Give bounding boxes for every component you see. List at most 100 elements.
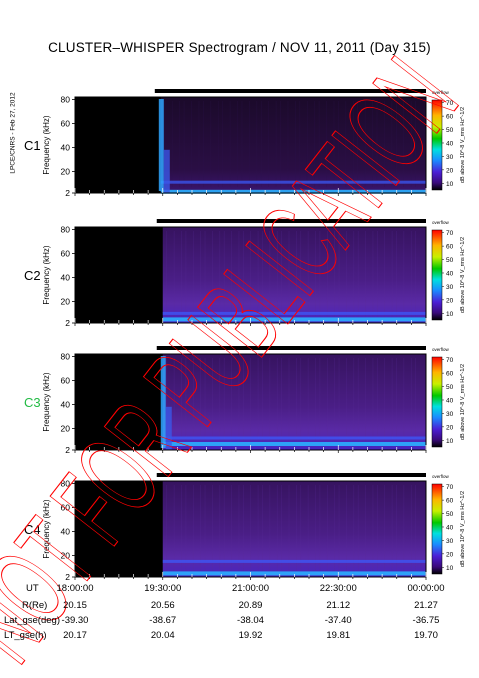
colorbar-tick-label: 10 xyxy=(446,438,454,445)
y-tick-label: 2 xyxy=(65,572,70,582)
ephemeris-value: 21:00:00 xyxy=(232,583,269,594)
onset-burst xyxy=(158,99,164,191)
y-tick-label: 20 xyxy=(61,296,71,306)
ephemeris-value: 19.92 xyxy=(238,630,263,641)
panel-c3: 2 20 40 60 80 Frequency (kHz)C3 10 20 30 40 50 60 70… xyxy=(24,346,466,455)
panel-label: C2 xyxy=(24,268,41,283)
panel-label: C4 xyxy=(24,522,41,537)
spectrum-region xyxy=(162,354,426,450)
ephemeris-value: 00:00:00 xyxy=(407,583,445,594)
colorbar-tick-label: 30 xyxy=(446,154,454,161)
ephemeris-value: 20.04 xyxy=(150,630,175,641)
ephemeris-value: 18:00:00 xyxy=(56,583,94,594)
colorbar-tick-label: 10 xyxy=(446,311,454,318)
colorbar-tick-label: 60 xyxy=(446,244,454,251)
y-tick-label: 40 xyxy=(61,272,71,282)
ephemeris-label: Lat_gse(deg) xyxy=(4,615,60,626)
ephemeris-value: 20.17 xyxy=(63,630,87,641)
y-tick-label: 60 xyxy=(61,502,71,512)
y-tick-label: 40 xyxy=(61,399,71,409)
y-tick-label: 20 xyxy=(61,423,71,433)
y-tick-label: 60 xyxy=(61,248,71,258)
colorbar-label: dB above 10^-8 V_rms Hz^-1/2 xyxy=(460,491,466,567)
y-tick-label: 80 xyxy=(61,224,71,234)
ephemeris-value: 19.81 xyxy=(326,630,351,641)
panel-c1: 2 20 40 60 80 Frequency (kHz)C1 10 20 30 40 50 60 70… xyxy=(24,89,466,198)
ephemeris-value: -38.67 xyxy=(149,615,177,626)
panel-c4: 2 20 40 60 80 Frequency (kHz)C4 10 20 30 40 50 60 70… xyxy=(24,473,466,582)
colorbar-label: dB above 10^-8 V_rms Hz^-1/2 xyxy=(460,107,466,183)
y-axis-label: Frequency (kHz) xyxy=(42,499,51,558)
colorbar-label: dB above 10^-8 V_rms Hz^-1/2 xyxy=(460,364,466,440)
coverage-bar xyxy=(156,219,426,223)
colorbar-unit: overflow xyxy=(432,347,450,352)
colorbar-tick-label: 70 xyxy=(446,484,454,491)
ephemeris-value: -39.30 xyxy=(61,615,89,626)
y-axis-label: Frequency (kHz) xyxy=(42,372,51,431)
colorbar-tick-label: 30 xyxy=(446,538,454,545)
y-tick-label: 2 xyxy=(65,188,70,198)
onset-burst-tail xyxy=(163,149,170,193)
colorbar-tick-label: 20 xyxy=(446,167,454,174)
colorbar-tick-label: 60 xyxy=(446,371,454,378)
onset-burst-tail xyxy=(165,406,172,450)
emission-line-2 xyxy=(162,559,426,563)
colorbar xyxy=(431,229,443,321)
colorbar-tick-label: 50 xyxy=(446,127,454,134)
colorbar-tick-label: 10 xyxy=(446,181,454,188)
colorbar-tick-label: 20 xyxy=(446,297,454,304)
ephemeris-value: 22:30:00 xyxy=(319,583,357,594)
colorbar-tick-label: 50 xyxy=(446,511,454,518)
colorbar-tick-label: 40 xyxy=(446,270,454,277)
spectrum-region xyxy=(160,97,427,193)
colorbar-tick-label: 40 xyxy=(446,524,454,531)
emission-line-1 xyxy=(162,442,426,446)
spectrum-region xyxy=(162,227,426,323)
colorbar-unit: overflow xyxy=(432,474,450,479)
coverage-bar xyxy=(156,473,426,477)
colorbar-tick-label: 30 xyxy=(446,284,454,291)
coverage-bar xyxy=(156,346,426,350)
colorbar-tick-label: 20 xyxy=(446,424,454,431)
colorbar-tick-label: 70 xyxy=(446,357,454,364)
y-tick-label: 2 xyxy=(65,318,70,328)
colorbar xyxy=(431,356,443,448)
ephemeris-value: 21.27 xyxy=(414,600,438,611)
panel-label: C3 xyxy=(24,395,41,410)
colorbar-tick-label: 20 xyxy=(446,551,454,558)
ephemeris-value: 21.12 xyxy=(326,600,351,611)
colorbar-tick-label: 30 xyxy=(446,411,454,418)
ephemeris-label: LT_gse(h) xyxy=(4,630,47,641)
ephemeris-value: 19.70 xyxy=(414,630,438,641)
onset-burst xyxy=(160,356,166,448)
y-tick-label: 40 xyxy=(61,142,71,152)
panel-c2: 2 20 40 60 80 Frequency (kHz)C2 10 20 30 40 50 60 70… xyxy=(24,219,466,328)
coverage-bar xyxy=(154,89,427,93)
panel-label: C1 xyxy=(24,138,41,153)
colorbar-tick-label: 60 xyxy=(446,114,454,121)
ephemeris-value: -36.75 xyxy=(412,615,440,626)
ephemeris-value: -38.04 xyxy=(237,615,264,626)
ephemeris-value: 20.15 xyxy=(63,600,87,611)
colorbar-tick-label: 70 xyxy=(446,230,454,237)
colorbar-unit: overflow xyxy=(432,220,450,225)
page-title: CLUSTER–WHISPER Spectrogram / NOV 11, 20… xyxy=(48,40,431,55)
ephemeris-value: 20.56 xyxy=(150,600,175,611)
y-tick-label: 60 xyxy=(61,118,71,128)
ephemeris-label: R(Re) xyxy=(22,600,48,611)
colorbar xyxy=(431,99,443,191)
y-tick-label: 80 xyxy=(61,94,71,104)
y-tick-label: 20 xyxy=(61,550,71,560)
y-tick-label: 80 xyxy=(61,351,71,361)
emission-line-2 xyxy=(162,311,426,315)
emission-line-2 xyxy=(162,436,426,440)
y-tick-label: 80 xyxy=(61,478,71,488)
y-axis-label: Frequency (kHz) xyxy=(42,115,51,174)
y-tick-label: 60 xyxy=(61,375,71,385)
colorbar-tick-label: 70 xyxy=(446,100,454,107)
ephemeris-value: 19:30:00 xyxy=(144,583,182,594)
colorbar-tick-label: 60 xyxy=(446,498,454,505)
colorbar-unit: overflow xyxy=(432,90,450,95)
emission-line-1 xyxy=(160,189,427,194)
